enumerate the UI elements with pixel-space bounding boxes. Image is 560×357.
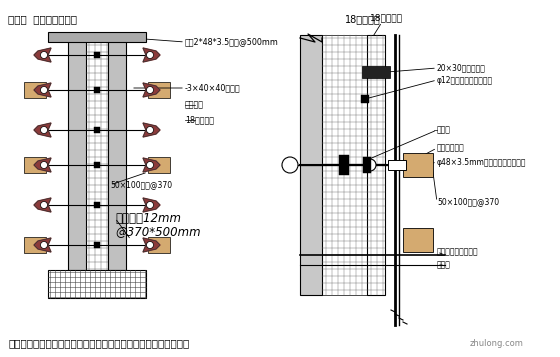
Bar xyxy=(363,157,371,173)
Text: 18厚木垫块: 18厚木垫块 xyxy=(185,116,214,125)
Polygon shape xyxy=(143,198,160,212)
Polygon shape xyxy=(143,123,160,137)
Bar xyxy=(403,228,433,252)
Polygon shape xyxy=(143,83,160,97)
Bar xyxy=(94,202,100,208)
Polygon shape xyxy=(34,123,51,137)
Text: 防水砼墙水平施工缝、止水钢板及止水螺杆、模板支撑大样（一）: 防水砼墙水平施工缝、止水钢板及止水螺杆、模板支撑大样（一） xyxy=(8,338,189,348)
Text: 对拉螺栓12mm: 对拉螺栓12mm xyxy=(115,211,181,225)
Circle shape xyxy=(40,86,48,94)
Bar xyxy=(24,82,46,98)
Polygon shape xyxy=(34,83,51,97)
Circle shape xyxy=(282,157,298,173)
Polygon shape xyxy=(34,238,51,252)
Circle shape xyxy=(147,161,153,169)
Bar xyxy=(94,52,100,58)
Text: φ48×3.5mm钢管加山型卡件固定: φ48×3.5mm钢管加山型卡件固定 xyxy=(437,157,526,166)
Text: 50×100枋方@370: 50×100枋方@370 xyxy=(437,197,499,206)
Text: zhulong.com: zhulong.com xyxy=(470,339,524,348)
Circle shape xyxy=(147,51,153,59)
Bar xyxy=(148,157,170,173)
Text: 止水螺杆: 止水螺杆 xyxy=(185,101,204,110)
Text: 垫台、垫板、胶细铺: 垫台、垫板、胶细铺 xyxy=(437,247,479,256)
Circle shape xyxy=(364,159,376,171)
Text: 50×100枋方@370: 50×100枋方@370 xyxy=(110,181,172,190)
Circle shape xyxy=(40,126,48,134)
Text: （七）  模板支撑大样：: （七） 模板支撑大样： xyxy=(8,14,77,24)
Bar xyxy=(300,35,322,295)
Bar xyxy=(24,237,46,253)
Text: -3×40×40止水环: -3×40×40止水环 xyxy=(185,84,241,92)
Text: 18厚胶合板: 18厚胶合板 xyxy=(345,14,381,24)
Bar xyxy=(367,35,385,295)
Circle shape xyxy=(40,241,48,248)
Bar xyxy=(94,162,100,168)
Text: @370*500mm: @370*500mm xyxy=(115,226,200,238)
Bar xyxy=(94,87,100,93)
Polygon shape xyxy=(143,48,160,62)
Bar xyxy=(388,160,406,170)
Text: 墙插筋: 墙插筋 xyxy=(437,261,451,270)
Polygon shape xyxy=(143,158,160,172)
Bar xyxy=(148,82,170,98)
Circle shape xyxy=(147,86,153,94)
Polygon shape xyxy=(143,238,160,252)
Bar xyxy=(86,35,108,270)
Circle shape xyxy=(40,51,48,59)
Text: 限位箍: 限位箍 xyxy=(437,126,451,135)
Polygon shape xyxy=(34,158,51,172)
Bar xyxy=(68,35,86,270)
Bar xyxy=(403,153,433,177)
Bar xyxy=(94,127,100,133)
Bar xyxy=(339,155,349,175)
Bar xyxy=(48,270,146,298)
Bar xyxy=(322,35,367,295)
Text: 20×30膨胀止水条: 20×30膨胀止水条 xyxy=(437,64,486,72)
Polygon shape xyxy=(34,198,51,212)
Bar xyxy=(94,242,100,248)
Bar xyxy=(24,157,46,173)
Bar xyxy=(108,35,126,270)
Bar xyxy=(362,66,390,78)
Circle shape xyxy=(40,201,48,208)
Circle shape xyxy=(40,161,48,169)
Text: 专用钢製卡件: 专用钢製卡件 xyxy=(437,144,465,152)
Circle shape xyxy=(147,201,153,208)
Bar xyxy=(148,237,170,253)
Bar xyxy=(361,95,369,103)
Polygon shape xyxy=(34,48,51,62)
Text: 18厚胶合板: 18厚胶合板 xyxy=(370,14,403,22)
Bar xyxy=(48,32,146,42)
Text: φ12钢筋焊装固定止水片: φ12钢筋焊装固定止水片 xyxy=(437,75,493,85)
Text: 大棱2*48*3.5钢管@500mm: 大棱2*48*3.5钢管@500mm xyxy=(185,37,279,46)
Circle shape xyxy=(147,241,153,248)
Circle shape xyxy=(147,126,153,134)
